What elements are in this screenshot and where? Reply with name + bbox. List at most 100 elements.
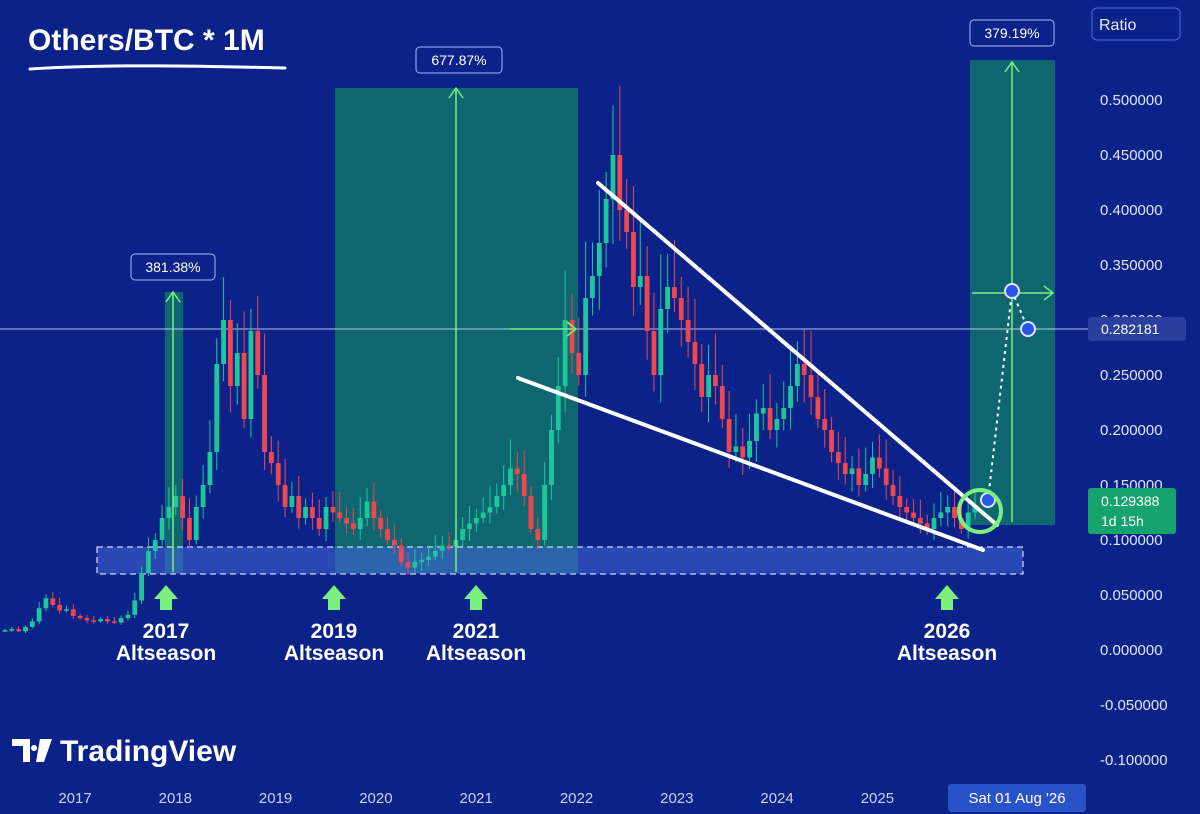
- candle-body: [699, 364, 705, 397]
- candle-body: [965, 512, 971, 529]
- support-zone-border: [96, 546, 1024, 575]
- crosshair-price-value: 0.282181: [1101, 321, 1160, 337]
- candle-body: [822, 419, 828, 430]
- projection-point-target[interactable]: [1004, 283, 1020, 299]
- candle-body: [460, 529, 466, 540]
- candle-body: [282, 485, 288, 507]
- candle-body: [166, 507, 172, 518]
- candle-body: [528, 496, 534, 529]
- measure-label-2017: 381.38%: [130, 253, 216, 281]
- x-tick-label: 2023: [660, 790, 693, 807]
- candle-body: [637, 276, 643, 287]
- y-tick-label: -0.100000: [1100, 752, 1168, 769]
- candle-body: [535, 529, 541, 540]
- candle-body: [835, 452, 841, 463]
- candle-body: [23, 626, 28, 632]
- candle-body: [883, 468, 889, 485]
- candle-body: [508, 468, 513, 485]
- candle-body: [316, 518, 322, 529]
- y-tick-label: 0.350000: [1100, 257, 1163, 274]
- candle-body: [310, 507, 315, 518]
- candle-body: [624, 210, 630, 232]
- candle-body: [57, 604, 63, 611]
- y-tick-label: 0.100000: [1100, 532, 1163, 549]
- candle-body: [357, 518, 363, 529]
- candle-body: [152, 540, 158, 551]
- title-underline: [28, 64, 287, 71]
- candle-body: [132, 600, 138, 615]
- measure-2021: [448, 86, 578, 572]
- y-tick-label: 0.200000: [1100, 422, 1163, 439]
- candle-body: [849, 468, 855, 474]
- candle-body: [754, 413, 759, 441]
- candle-body: [890, 485, 896, 496]
- candle-body: [214, 364, 220, 452]
- candle-body: [187, 518, 192, 540]
- candle-body: [385, 529, 390, 540]
- candle-body: [842, 463, 848, 474]
- y-tick-label: 0.500000: [1100, 92, 1163, 109]
- candle-body: [269, 452, 274, 463]
- candle-body: [16, 629, 22, 632]
- svg-text:379.19%: 379.19%: [984, 25, 1039, 41]
- y-tick-label: -0.050000: [1100, 697, 1168, 714]
- candle-body: [200, 485, 206, 507]
- candle-body: [405, 562, 411, 568]
- candle-body: [180, 496, 185, 518]
- candle-body: [473, 518, 479, 524]
- candle-body: [432, 551, 438, 557]
- candle-body: [863, 474, 869, 485]
- candle-body: [569, 320, 575, 353]
- candle-body: [446, 545, 452, 547]
- candle-body: [795, 364, 800, 386]
- candle-body: [972, 508, 978, 513]
- candle-body: [733, 446, 739, 452]
- candle-body: [911, 512, 916, 518]
- altseason-label: Altseason: [897, 642, 997, 665]
- candle-body: [719, 386, 725, 419]
- x-tick-label: 2024: [760, 790, 793, 807]
- projection-point-crosshair[interactable]: [1020, 321, 1036, 337]
- candle-body: [364, 501, 370, 518]
- up-arrow-icon: [322, 585, 346, 610]
- price-axis[interactable]: Ratio 0.500000 0.450000 0.400000 0.350000 0.…: [1091, 7, 1181, 769]
- x-tick-label: 2022: [560, 790, 593, 807]
- candle-body: [665, 287, 670, 309]
- candle-body: [774, 419, 780, 430]
- zone-2017-rally: [165, 292, 183, 573]
- candle-body: [159, 518, 165, 540]
- candle-body: [228, 320, 233, 386]
- candle-body: [596, 243, 602, 276]
- candle-body: [221, 320, 226, 364]
- y-tick-label: 0.050000: [1100, 587, 1163, 604]
- time-axis[interactable]: 2017 2018 2019 2020 2021 2022 2023 2024 2025: [58, 790, 894, 807]
- tradingview-logo-icon: [12, 739, 52, 762]
- candle-body: [70, 609, 76, 616]
- candle-body: [64, 609, 69, 611]
- candle-body: [84, 618, 90, 621]
- candle-body: [398, 545, 404, 562]
- candle-body: [2, 630, 8, 632]
- tradingview-logo: TradingView: [12, 735, 237, 768]
- candle-body: [371, 501, 377, 518]
- candle-body: [617, 155, 623, 210]
- up-arrow-icon: [464, 585, 488, 610]
- candle-body: [692, 342, 698, 364]
- measure-label-2021: 677.87%: [415, 46, 503, 74]
- altseason-label: Altseason: [426, 642, 526, 665]
- measure-2017: [165, 290, 181, 572]
- candle-body: [726, 419, 732, 452]
- candle-body: [391, 540, 397, 546]
- support-zone: [97, 547, 1023, 574]
- tradingview-wordmark: TradingView: [60, 735, 237, 768]
- altseason-year: 2026: [924, 620, 971, 643]
- scale-mode-button[interactable]: [1091, 7, 1181, 41]
- candle-body: [706, 375, 711, 397]
- x-tick-label: 2021: [460, 790, 493, 807]
- altseason-label: Altseason: [116, 642, 216, 665]
- wedge-lower-line: [516, 376, 985, 552]
- candle-body: [487, 507, 493, 513]
- candle-body: [562, 320, 568, 386]
